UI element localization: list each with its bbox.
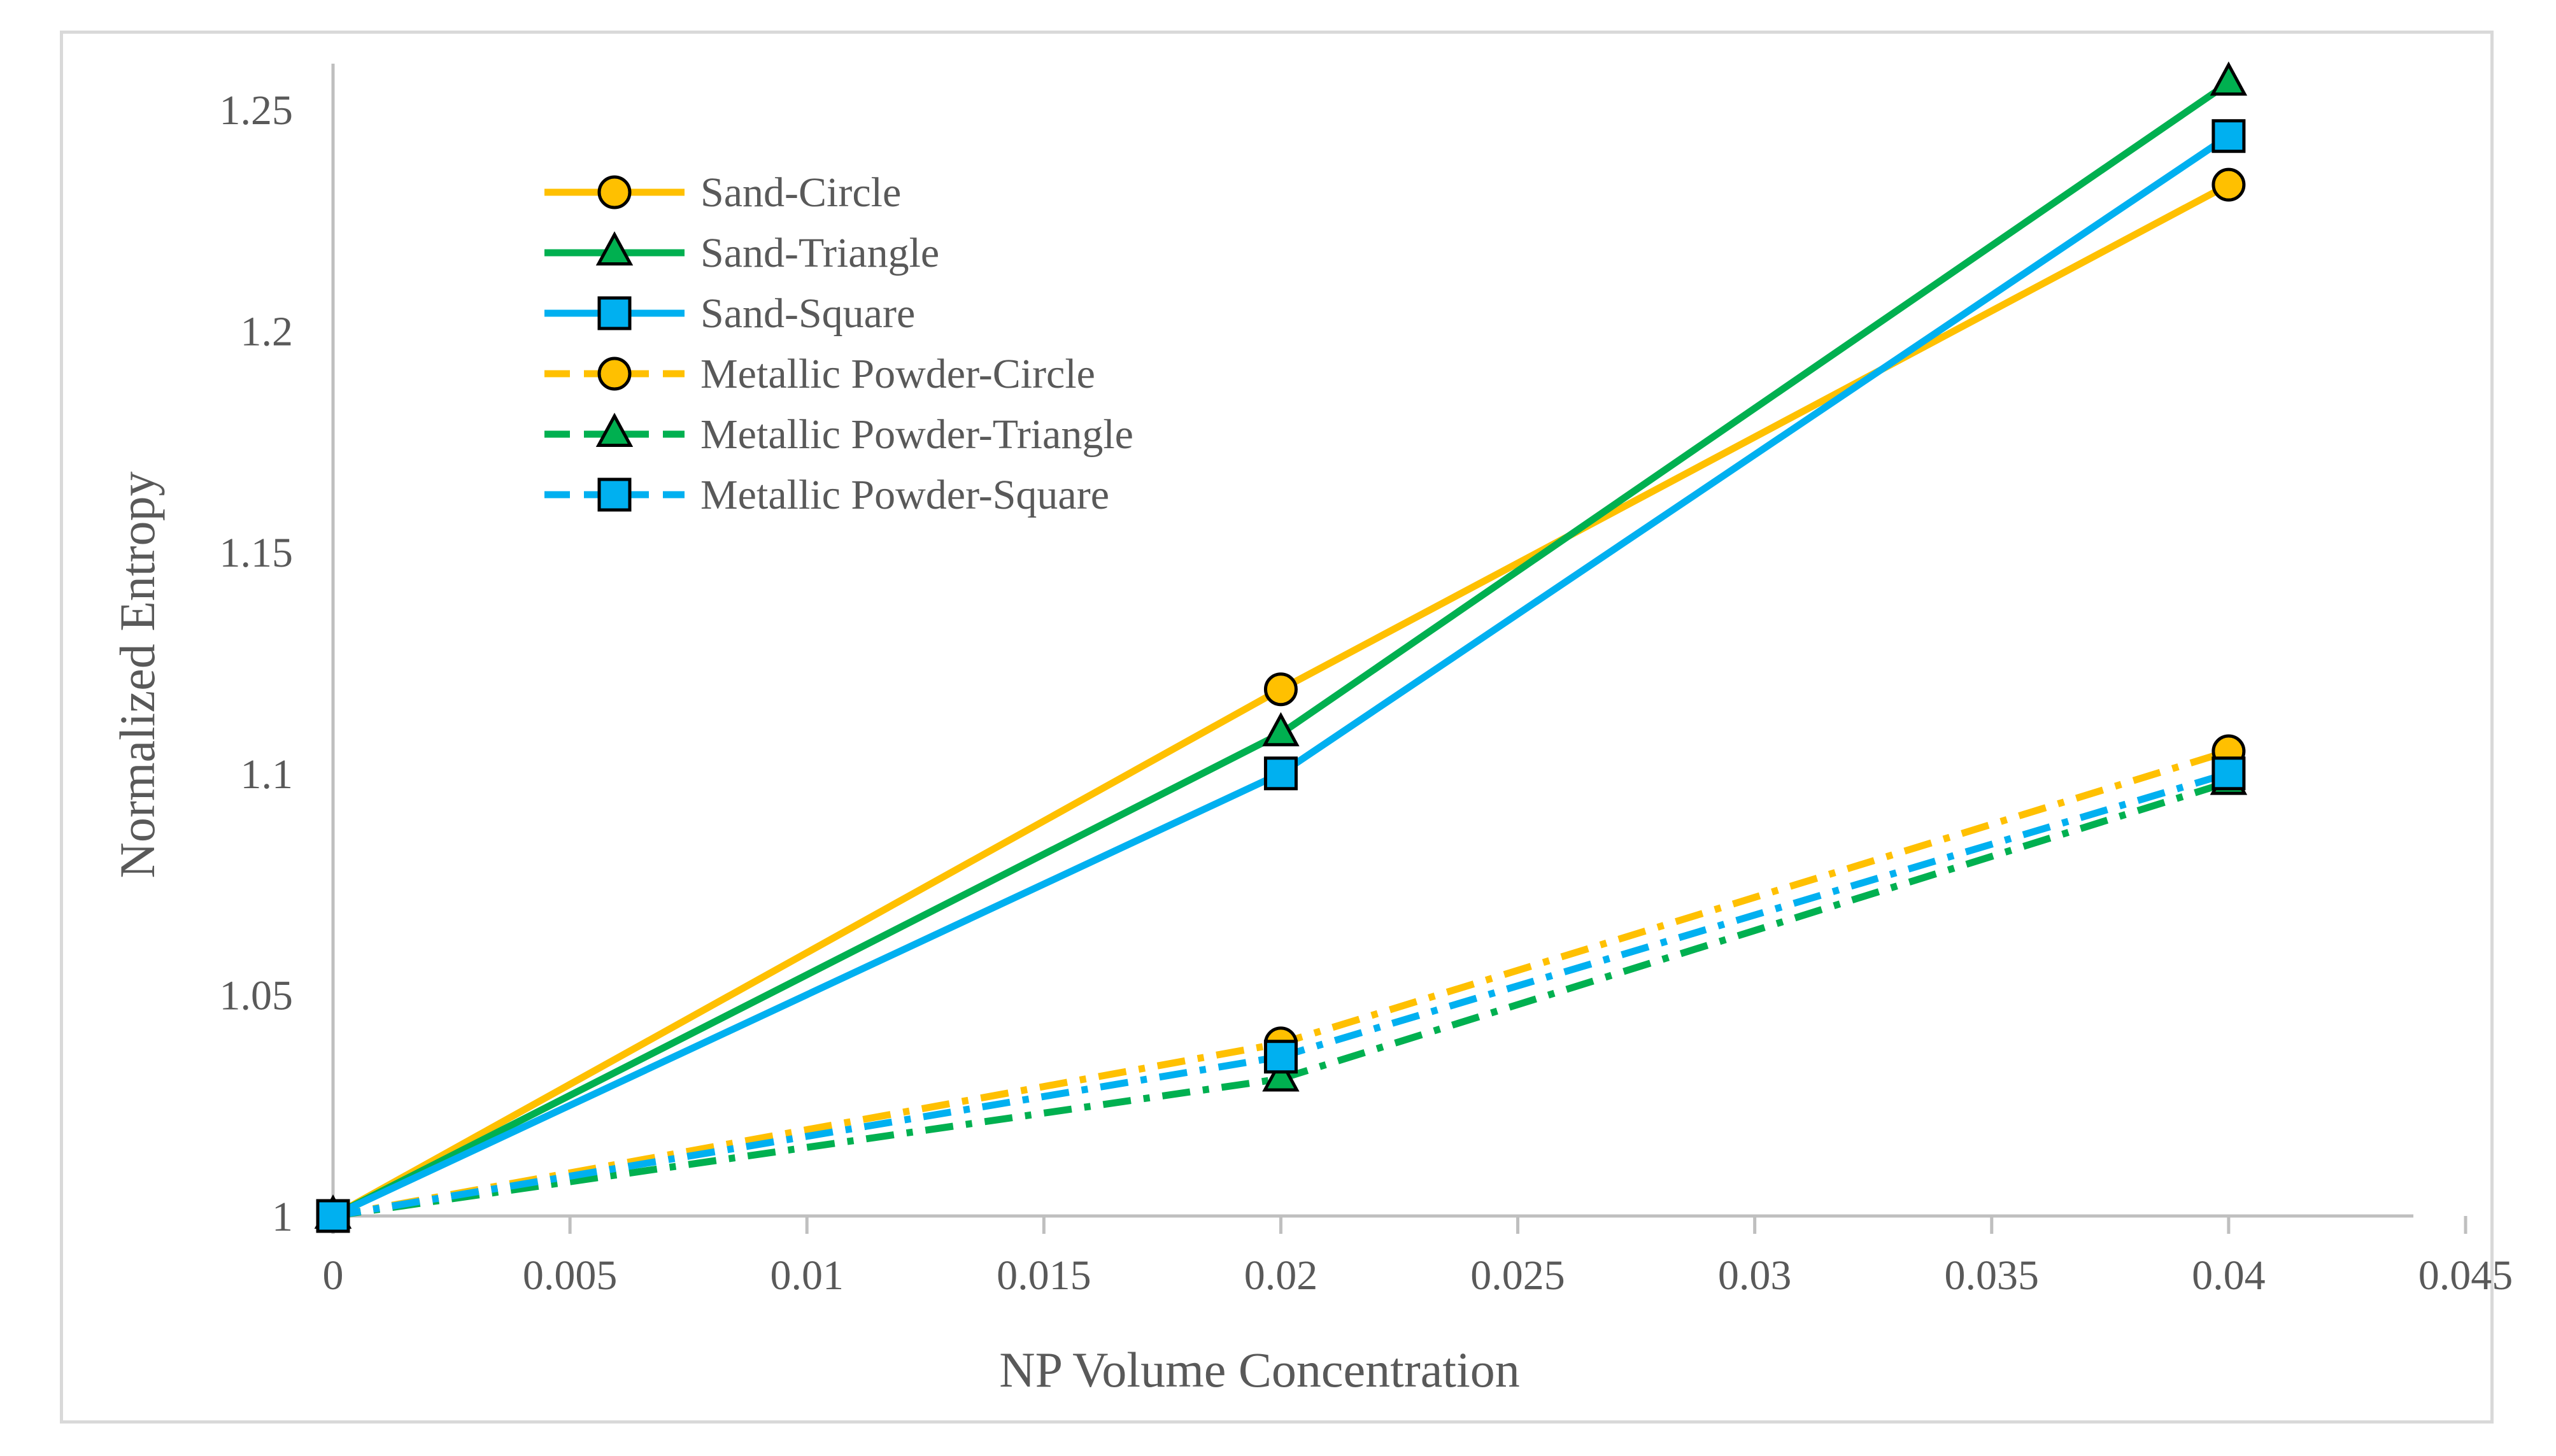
y-tick-label: 1.2 bbox=[241, 309, 294, 355]
x-tick-label: 0.02 bbox=[1244, 1252, 1318, 1299]
x-tick-label: 0.015 bbox=[997, 1252, 1091, 1299]
legend-entry: Sand-Square bbox=[544, 290, 915, 337]
y-tick-label: 1.15 bbox=[220, 530, 294, 576]
x-tick-label: 0.03 bbox=[1718, 1252, 1792, 1299]
legend-entry: Metallic Powder-Triangle bbox=[544, 411, 1133, 458]
legend-label: Sand-Square bbox=[700, 290, 915, 337]
x-axis-title: NP Volume Concentration bbox=[999, 1342, 1520, 1397]
data-point-marker bbox=[2212, 756, 2246, 791]
axes: 0 0.005 0.01 0.015 0.02 0.025 0.03 0.035 0.04 0.0… bbox=[220, 64, 2513, 1299]
series-metallic-powder-square bbox=[316, 756, 2246, 1233]
x-tick-label: 0.005 bbox=[523, 1252, 618, 1299]
legend-label: Metallic Powder-Square bbox=[700, 472, 1109, 518]
y-tick-label: 1.1 bbox=[241, 751, 294, 798]
data-point-marker bbox=[1262, 1057, 1300, 1092]
legend-entry: Metallic Powder-Square bbox=[544, 472, 1109, 518]
data-point-marker bbox=[2212, 167, 2246, 202]
data-point-marker bbox=[316, 1199, 350, 1233]
legend-label: Sand-Triangle bbox=[700, 230, 939, 276]
legend-marker bbox=[597, 477, 632, 512]
data-point-marker bbox=[2210, 61, 2248, 96]
x-tick-label: 0.045 bbox=[2418, 1252, 2513, 1299]
y-axis-title: Normalized Entropy bbox=[110, 472, 165, 879]
data-point-marker bbox=[1263, 672, 1298, 707]
x-tick-label: 0.025 bbox=[1470, 1252, 1565, 1299]
data-point-marker bbox=[1262, 712, 1300, 747]
y-tick-label: 1.05 bbox=[220, 972, 294, 1019]
x-tick-label: 0.04 bbox=[2192, 1252, 2266, 1299]
legend-entry: Sand-Circle bbox=[544, 169, 901, 216]
series-metallic-powder-triangle bbox=[314, 760, 2248, 1229]
series-line bbox=[332, 747, 2230, 1220]
legend-entry: Metallic Powder-Circle bbox=[544, 351, 1095, 397]
data-point-marker bbox=[1263, 756, 1298, 791]
x-tick-label: 0.01 bbox=[770, 1252, 844, 1299]
legend-marker bbox=[597, 357, 632, 391]
legend-marker bbox=[595, 231, 634, 265]
data-point-marker bbox=[1263, 1040, 1298, 1074]
legend-entry: Sand-Triangle bbox=[544, 230, 939, 276]
series-metallic-powder-circle bbox=[316, 734, 2246, 1233]
x-tick-label: 0 bbox=[323, 1252, 344, 1299]
series-line bbox=[332, 779, 2230, 1220]
y-tick-label: 1.25 bbox=[220, 87, 294, 134]
legend-marker bbox=[595, 413, 634, 447]
series-layer bbox=[314, 61, 2248, 1233]
legend-label: Sand-Circle bbox=[700, 169, 901, 216]
x-tick-label: 0.035 bbox=[1945, 1252, 2040, 1299]
legend-label: Metallic Powder-Triangle bbox=[700, 411, 1133, 458]
legend-marker bbox=[597, 175, 632, 209]
series-sand-square bbox=[316, 119, 2246, 1233]
legend-label: Metallic Powder-Circle bbox=[700, 351, 1095, 397]
legend: Sand-Circle Sand-Triangle Sand-Square Metal… bbox=[544, 169, 1133, 518]
legend-marker bbox=[597, 296, 632, 330]
data-point-marker bbox=[2212, 119, 2246, 153]
y-tick-label: 1 bbox=[272, 1194, 293, 1240]
